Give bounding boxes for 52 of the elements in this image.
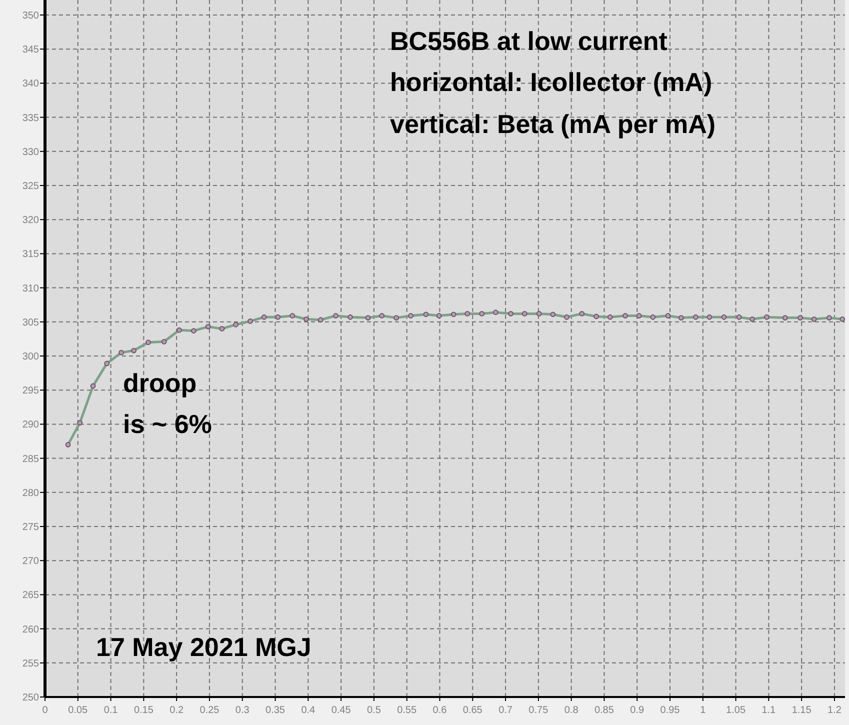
x-tick-label: 0.25 xyxy=(200,705,220,716)
y-tick-label: 315 xyxy=(22,249,40,260)
y-tick-label: 305 xyxy=(22,317,40,328)
x-tick-label: 0.35 xyxy=(266,705,286,716)
x-tick-label: 0.6 xyxy=(432,705,448,716)
annotation: BC556B at low current xyxy=(390,26,668,56)
x-tick-label: 1.05 xyxy=(726,705,746,716)
annotation: is ~ 6% xyxy=(123,409,212,439)
annotation: 17 May 2021 MGJ xyxy=(96,632,312,662)
x-tick-label: 0 xyxy=(42,705,48,716)
x-tick-label: 0.5 xyxy=(366,705,382,716)
y-tick-label: 350 xyxy=(22,10,40,22)
y-tick-label: 260 xyxy=(22,624,40,636)
x-tick-label: 1 xyxy=(700,705,706,716)
y-tick-label: 270 xyxy=(22,556,40,568)
x-tick-label: 0.65 xyxy=(462,705,483,716)
x-tick-label: 0.8 xyxy=(564,705,579,716)
x-tick-label: 1.2 xyxy=(828,705,842,716)
y-tick-label: 265 xyxy=(22,590,40,602)
x-tick-label: 1.15 xyxy=(792,705,812,716)
x-tick-label: 0.45 xyxy=(331,705,352,716)
y-tick-label: 255 xyxy=(22,658,40,670)
y-tick-label: 290 xyxy=(22,420,40,431)
x-tick-label: 1.1 xyxy=(762,705,776,716)
y-tick-label: 320 xyxy=(22,215,40,226)
x-tick-label: 0.9 xyxy=(630,705,644,716)
x-tick-label: 0.85 xyxy=(594,705,614,716)
x-tick-label: 0.75 xyxy=(528,705,549,716)
y-tick-label: 250 xyxy=(22,692,40,704)
y-tick-label: 300 xyxy=(22,352,40,362)
x-tick-label: 0.4 xyxy=(301,705,316,716)
x-tick-label: 0.95 xyxy=(660,705,680,716)
annotation: vertical: Beta (mA per mA) xyxy=(390,109,716,139)
y-tick-label: 335 xyxy=(22,112,40,124)
annotation: droop xyxy=(123,368,197,398)
x-tick-label: 0.2 xyxy=(170,705,184,716)
y-tick-label: 275 xyxy=(22,522,40,533)
x-tick-label: 0.1 xyxy=(104,705,118,716)
y-tick-label: 340 xyxy=(22,78,40,90)
y-tick-label: 280 xyxy=(22,488,40,499)
x-tick-label: 0.55 xyxy=(397,705,418,716)
y-tick-label: 310 xyxy=(22,283,40,294)
x-tick-label: 0.3 xyxy=(235,705,250,716)
y-tick-label: 330 xyxy=(22,146,40,158)
x-tick-label: 0.05 xyxy=(68,705,88,716)
annotation: horizontal: Icollector (mA) xyxy=(390,67,712,97)
x-tick-label: 0.7 xyxy=(498,705,513,716)
y-tick-label: 345 xyxy=(22,44,40,56)
x-tick-label: 0.15 xyxy=(134,705,154,716)
y-tick-label: 295 xyxy=(22,386,40,397)
y-tick-label: 325 xyxy=(22,181,40,192)
y-tick-label: 285 xyxy=(22,454,40,465)
